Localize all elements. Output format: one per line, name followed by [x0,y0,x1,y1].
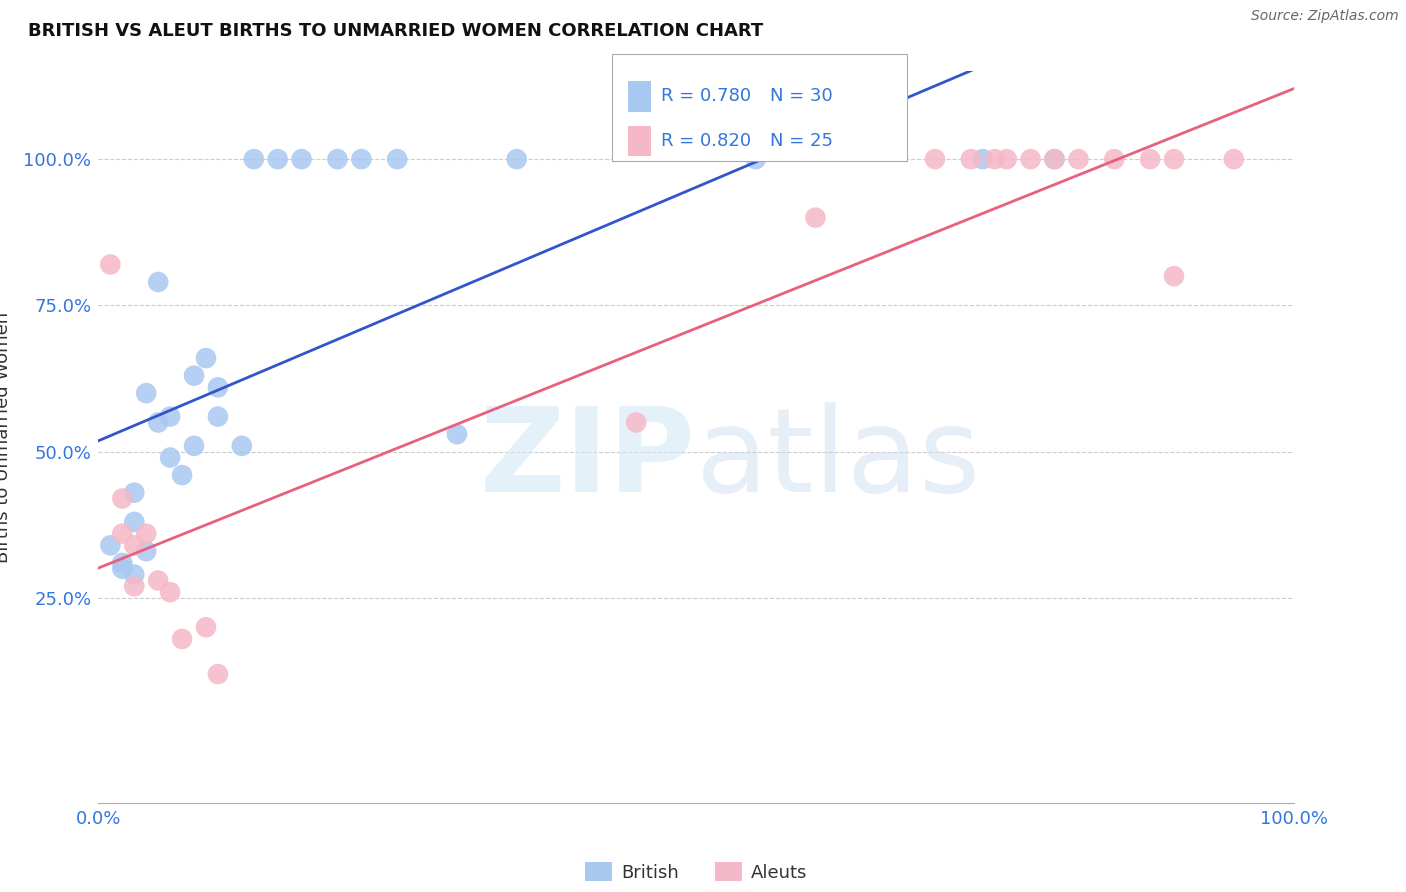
Point [1043,152,1066,166]
Point [183,368,205,383]
Point [745,152,768,166]
Point [326,152,349,166]
Point [207,409,229,424]
Text: R = 0.780: R = 0.780 [661,87,751,105]
Point [960,152,983,166]
Point [1104,152,1126,166]
Point [207,380,229,394]
Point [159,585,181,599]
Point [111,556,134,570]
Point [624,416,647,430]
Point [159,450,181,465]
Point [98,257,122,271]
Point [350,152,373,166]
Point [98,538,122,552]
Point [385,152,409,166]
Point [972,152,994,166]
Point [148,574,170,588]
Point [290,152,312,166]
Text: N = 25: N = 25 [770,132,834,150]
Point [506,152,529,166]
Point [148,416,170,430]
Point [111,562,134,576]
Legend: British, Aleuts: British, Aleuts [578,855,814,888]
Point [135,386,157,401]
Point [231,439,253,453]
Text: Source: ZipAtlas.com: Source: ZipAtlas.com [1251,9,1399,23]
Point [124,567,146,582]
Y-axis label: Births to Unmarried Women: Births to Unmarried Women [0,311,13,563]
Text: R = 0.820: R = 0.820 [661,132,751,150]
Point [172,468,194,483]
Point [124,515,146,529]
Point [194,351,218,365]
Point [1043,152,1066,166]
Point [1139,152,1161,166]
Point [172,632,194,646]
Point [207,667,229,681]
Point [267,152,290,166]
Point [804,211,827,225]
Point [1163,269,1185,284]
Text: atlas: atlas [696,401,981,516]
Point [111,526,134,541]
Point [111,491,134,506]
Text: BRITISH VS ALEUT BIRTHS TO UNMARRIED WOMEN CORRELATION CHART: BRITISH VS ALEUT BIRTHS TO UNMARRIED WOM… [28,22,763,40]
Point [995,152,1018,166]
Point [135,544,157,558]
Text: N = 30: N = 30 [770,87,834,105]
Point [194,620,218,634]
Point [135,526,157,541]
Point [446,427,468,442]
Point [183,439,205,453]
Point [148,275,170,289]
Point [924,152,946,166]
Point [1163,152,1185,166]
Point [243,152,266,166]
Point [124,538,146,552]
Point [983,152,1005,166]
Point [124,579,146,593]
Point [124,485,146,500]
Text: ZIP: ZIP [479,401,696,516]
Point [1223,152,1246,166]
Point [1067,152,1090,166]
Point [159,409,181,424]
Point [1019,152,1042,166]
